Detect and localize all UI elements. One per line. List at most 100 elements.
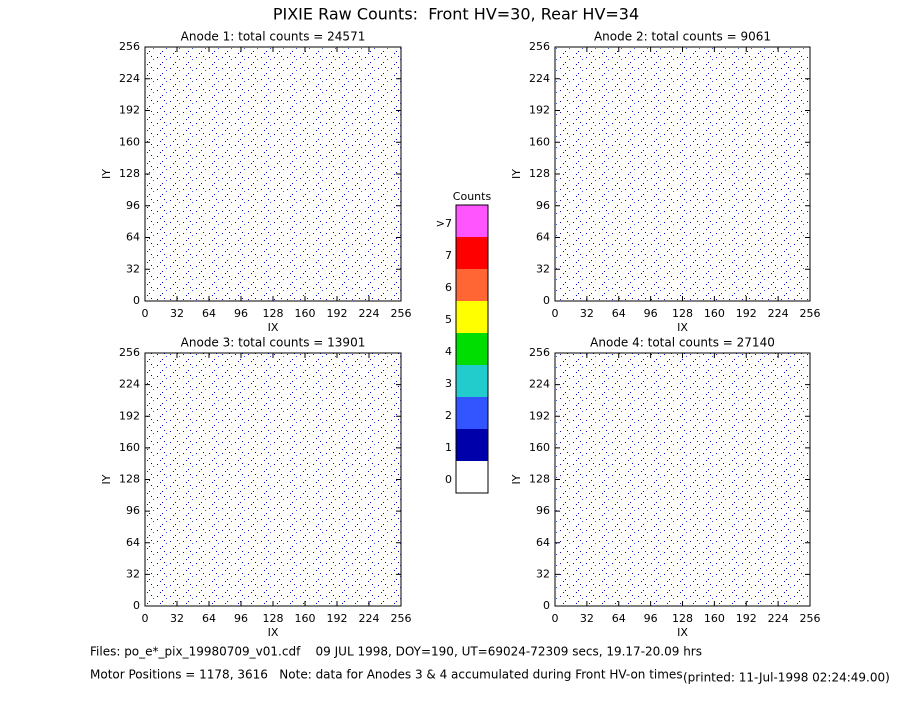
x-tick-label: 192	[736, 612, 757, 625]
y-tick-label: 192	[119, 409, 140, 422]
y-tick-label: 224	[119, 72, 140, 85]
x-tick-label: 256	[800, 612, 821, 625]
colorbar-title: Counts	[453, 190, 492, 203]
y-tick-label: 256	[119, 346, 140, 359]
y-tick-label: 0	[133, 294, 140, 307]
x-tick-label: 160	[295, 307, 316, 320]
y-tick-label: 224	[529, 378, 550, 391]
x-tick-label: 224	[768, 612, 789, 625]
colorbar-label: 4	[445, 345, 452, 358]
panel-title: Anode 2: total counts = 9061	[594, 30, 771, 44]
y-tick-label: 256	[529, 346, 550, 359]
footer-printed: (printed: 11-Jul-1998 02:24:49.00)	[683, 671, 890, 685]
y-tick-label: 192	[119, 104, 140, 117]
x-tick-label: 224	[359, 612, 380, 625]
colorbar-swatch	[456, 301, 488, 333]
x-tick-label: 0	[552, 307, 559, 320]
x-tick-label: 96	[644, 307, 658, 320]
y-tick-label: 0	[133, 599, 140, 612]
footer-motor: Motor Positions = 1178, 3616 Note: data …	[90, 668, 683, 682]
colorbar-swatch	[456, 461, 488, 493]
x-tick-label: 64	[202, 307, 216, 320]
colorbar-label: 6	[445, 281, 452, 294]
x-tick-label: 96	[234, 307, 248, 320]
colorbar-label: 2	[445, 409, 452, 422]
y-tick-label: 32	[536, 262, 550, 275]
x-tick-label: 96	[644, 612, 658, 625]
y-tick-label: 224	[529, 72, 550, 85]
x-axis-label: IX	[268, 626, 279, 639]
x-tick-label: 192	[327, 612, 348, 625]
y-tick-label: 96	[536, 504, 550, 517]
y-tick-label: 96	[126, 504, 140, 517]
y-tick-label: 160	[529, 135, 550, 148]
plot-texture	[145, 353, 401, 606]
x-tick-label: 32	[170, 307, 184, 320]
x-tick-label: 0	[142, 307, 149, 320]
page-title: PIXIE Raw Counts: Front HV=30, Rear HV=3…	[273, 5, 639, 24]
x-tick-label: 128	[672, 307, 693, 320]
plot-texture	[555, 47, 810, 301]
y-tick-label: 64	[126, 536, 140, 549]
colorbar-swatch	[456, 365, 488, 397]
colorbar-swatch	[456, 269, 488, 301]
y-tick-label: 32	[536, 567, 550, 580]
plot-texture	[145, 47, 401, 301]
y-tick-label: 256	[119, 40, 140, 53]
colorbar-label: 1	[445, 441, 452, 454]
y-axis-label: IY	[510, 169, 523, 179]
colorbar-label: 5	[445, 313, 452, 326]
x-tick-label: 128	[263, 612, 284, 625]
y-tick-label: 128	[529, 473, 550, 486]
y-tick-label: 64	[126, 231, 140, 244]
x-tick-label: 128	[672, 612, 693, 625]
y-tick-label: 0	[543, 599, 550, 612]
panel-title: Anode 3: total counts = 13901	[181, 336, 366, 350]
colorbar-swatch	[456, 429, 488, 461]
x-tick-label: 256	[391, 612, 412, 625]
y-tick-label: 128	[119, 473, 140, 486]
x-tick-label: 160	[704, 307, 725, 320]
x-axis-label: IX	[677, 321, 688, 334]
x-tick-label: 0	[142, 612, 149, 625]
footer-files: Files: po_e*_pix_19980709_v01.cdf 09 JUL…	[90, 645, 702, 659]
x-tick-label: 32	[580, 307, 594, 320]
x-tick-label: 64	[202, 612, 216, 625]
colorbar-swatch	[456, 397, 488, 429]
x-tick-label: 192	[327, 307, 348, 320]
y-tick-label: 192	[529, 104, 550, 117]
y-tick-label: 64	[536, 231, 550, 244]
x-axis-label: IX	[677, 626, 688, 639]
y-tick-label: 96	[126, 199, 140, 212]
y-axis-label: IY	[510, 474, 523, 484]
x-tick-label: 128	[263, 307, 284, 320]
x-tick-label: 0	[552, 612, 559, 625]
x-tick-label: 64	[612, 307, 626, 320]
x-tick-label: 32	[170, 612, 184, 625]
y-tick-label: 160	[119, 441, 140, 454]
colorbar-swatch	[456, 205, 488, 237]
y-tick-label: 128	[529, 167, 550, 180]
y-tick-label: 192	[529, 409, 550, 422]
x-tick-label: 224	[768, 307, 789, 320]
colorbar-label: 0	[445, 473, 452, 486]
x-tick-label: 160	[295, 612, 316, 625]
panel-title: Anode 4: total counts = 27140	[590, 336, 775, 350]
y-tick-label: 224	[119, 378, 140, 391]
colorbar-label: 3	[445, 377, 452, 390]
y-tick-label: 128	[119, 167, 140, 180]
y-tick-label: 96	[536, 199, 550, 212]
x-axis-label: IX	[268, 321, 279, 334]
colorbar-frame	[455, 204, 489, 494]
y-tick-label: 256	[529, 40, 550, 53]
panel-title: Anode 1: total counts = 24571	[181, 30, 366, 44]
y-tick-label: 32	[126, 262, 140, 275]
x-tick-label: 160	[704, 612, 725, 625]
y-tick-label: 0	[543, 294, 550, 307]
colorbar-label: 7	[445, 249, 452, 262]
y-tick-label: 64	[536, 536, 550, 549]
plot-texture	[555, 353, 810, 606]
x-tick-label: 96	[234, 612, 248, 625]
colorbar-swatch	[456, 333, 488, 365]
